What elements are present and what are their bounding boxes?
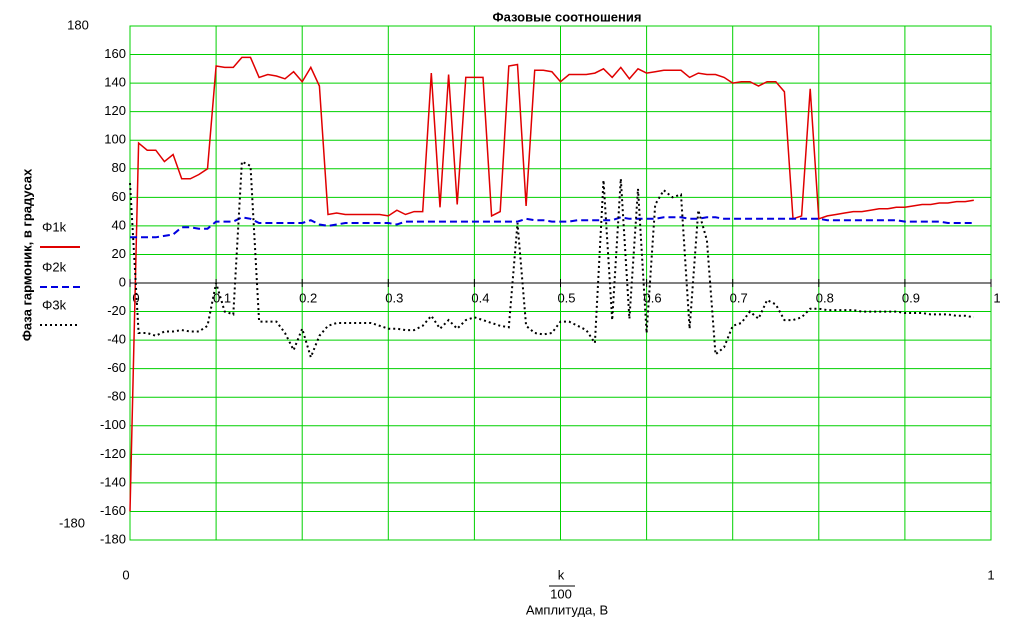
x-tick-label: 0.4 [471, 290, 489, 305]
y-tick-label: -140 [100, 474, 126, 489]
x-tick-label: 0.5 [557, 290, 575, 305]
y-tick-label: -20 [107, 303, 126, 318]
series-line [130, 216, 974, 239]
y-tick-label: 20 [112, 246, 126, 261]
y-tick-label: -120 [100, 446, 126, 461]
x-tick-label: 0.3 [385, 290, 403, 305]
y-tick-label: -80 [107, 389, 126, 404]
series-line [129, 160, 974, 361]
y-axis-label: Фаза гармоник, в градусах [19, 168, 34, 341]
y-limit-label: 180 [67, 17, 89, 32]
x-tick-label: 0.8 [816, 290, 834, 305]
y-tick-label: -160 [100, 503, 126, 518]
x-tick-label: 0.2 [299, 290, 317, 305]
x-expression-numerator: k [558, 567, 565, 582]
legend-label: Φ1k [42, 219, 67, 234]
legend-label: Φ3k [42, 297, 67, 312]
x-tick-label: 0.6 [644, 290, 662, 305]
series-line [129, 56, 974, 512]
y-tick-label: 120 [104, 103, 126, 118]
y-limit-label: -180 [59, 515, 85, 530]
x-expression-denominator: 100 [550, 586, 572, 601]
y-tick-label: 100 [104, 132, 126, 147]
y-tick-label: -60 [107, 360, 126, 375]
y-tick-label: 140 [104, 75, 126, 90]
x-axis-label: Амплитуда, В [526, 602, 608, 617]
y-tick-label: -180 [100, 531, 126, 546]
x-limit-label: 0 [122, 567, 129, 582]
y-tick-label: 160 [104, 46, 126, 61]
x-tick-label: 0 [132, 290, 139, 305]
y-tick-label: 60 [112, 189, 126, 204]
y-tick-label: 80 [112, 160, 126, 175]
x-tick-label: 0.9 [902, 290, 920, 305]
chart-title: Фазовые соотношения [493, 9, 642, 24]
y-tick-label: -100 [100, 417, 126, 432]
legend-label: Φ2k [42, 259, 67, 274]
x-limit-label: 1 [987, 567, 994, 582]
y-tick-label: 0 [119, 274, 126, 289]
y-tick-label: 40 [112, 217, 126, 232]
x-tick-label: 0.7 [730, 290, 748, 305]
y-tick-label: -40 [107, 332, 126, 347]
x-tick-label: 1 [993, 290, 1000, 305]
x-tick-label: 0.1 [213, 290, 231, 305]
